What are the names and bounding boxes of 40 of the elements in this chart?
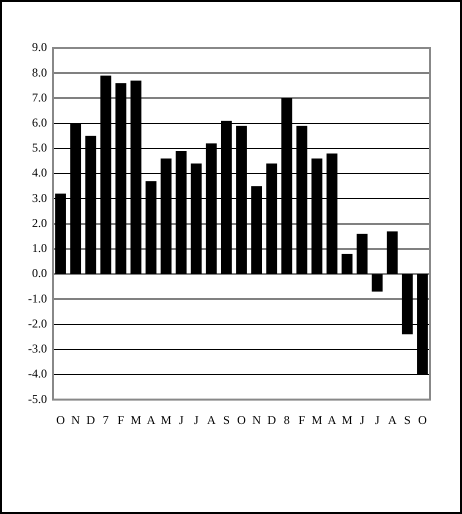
y-tick-label: -2.0 (28, 316, 47, 330)
x-tick-label: F (298, 412, 306, 427)
x-tick-label: A (146, 412, 156, 427)
x-tick-label: N (252, 412, 262, 427)
x-tick-label: D (267, 412, 276, 427)
y-tick-label: 6.0 (32, 116, 47, 130)
x-tick-label: M (130, 412, 142, 427)
x-tick-label: S (223, 412, 230, 427)
y-tick-label: -1.0 (28, 291, 47, 306)
y-tick-label: -5.0 (28, 392, 47, 406)
x-tick-label: J (374, 412, 380, 427)
x-tick-label: O (56, 412, 66, 427)
x-tick-label: 7 (102, 412, 109, 427)
y-tick-label: 2.0 (32, 216, 47, 230)
y-tick-label: 4.0 (32, 166, 47, 180)
y-tick-label: -3.0 (28, 342, 47, 356)
x-tick-label: F (118, 412, 125, 427)
x-tick-label: N (71, 412, 80, 427)
x-tick-label: M (342, 412, 353, 427)
x-tick-label: S (404, 412, 411, 427)
y-tick-label: 9.0 (32, 40, 47, 54)
y-tick-label: 8.0 (32, 65, 47, 80)
x-tick-label: J (178, 412, 184, 427)
y-tick-label: 1.0 (32, 241, 47, 256)
x-tick-label: J (194, 412, 199, 427)
y-tick-label: 5.0 (32, 140, 47, 155)
x-tick-label: O (418, 412, 428, 427)
x-tick-label: A (207, 412, 216, 427)
x-tick-label: M (312, 412, 323, 427)
y-tick-label: 0.0 (32, 266, 47, 280)
x-tick-label: M (160, 412, 172, 427)
x-tick-label: A (388, 412, 397, 427)
y-tick-label: 7.0 (32, 90, 47, 104)
y-tick-label: 3.0 (32, 190, 47, 205)
y-tick-label: -4.0 (28, 366, 47, 381)
x-tick-label: J (360, 412, 365, 427)
x-tick-label: 8 (284, 412, 290, 427)
x-tick-label: D (86, 412, 96, 427)
x-tick-label: O (237, 412, 246, 427)
x-tick-label: A (328, 412, 337, 427)
